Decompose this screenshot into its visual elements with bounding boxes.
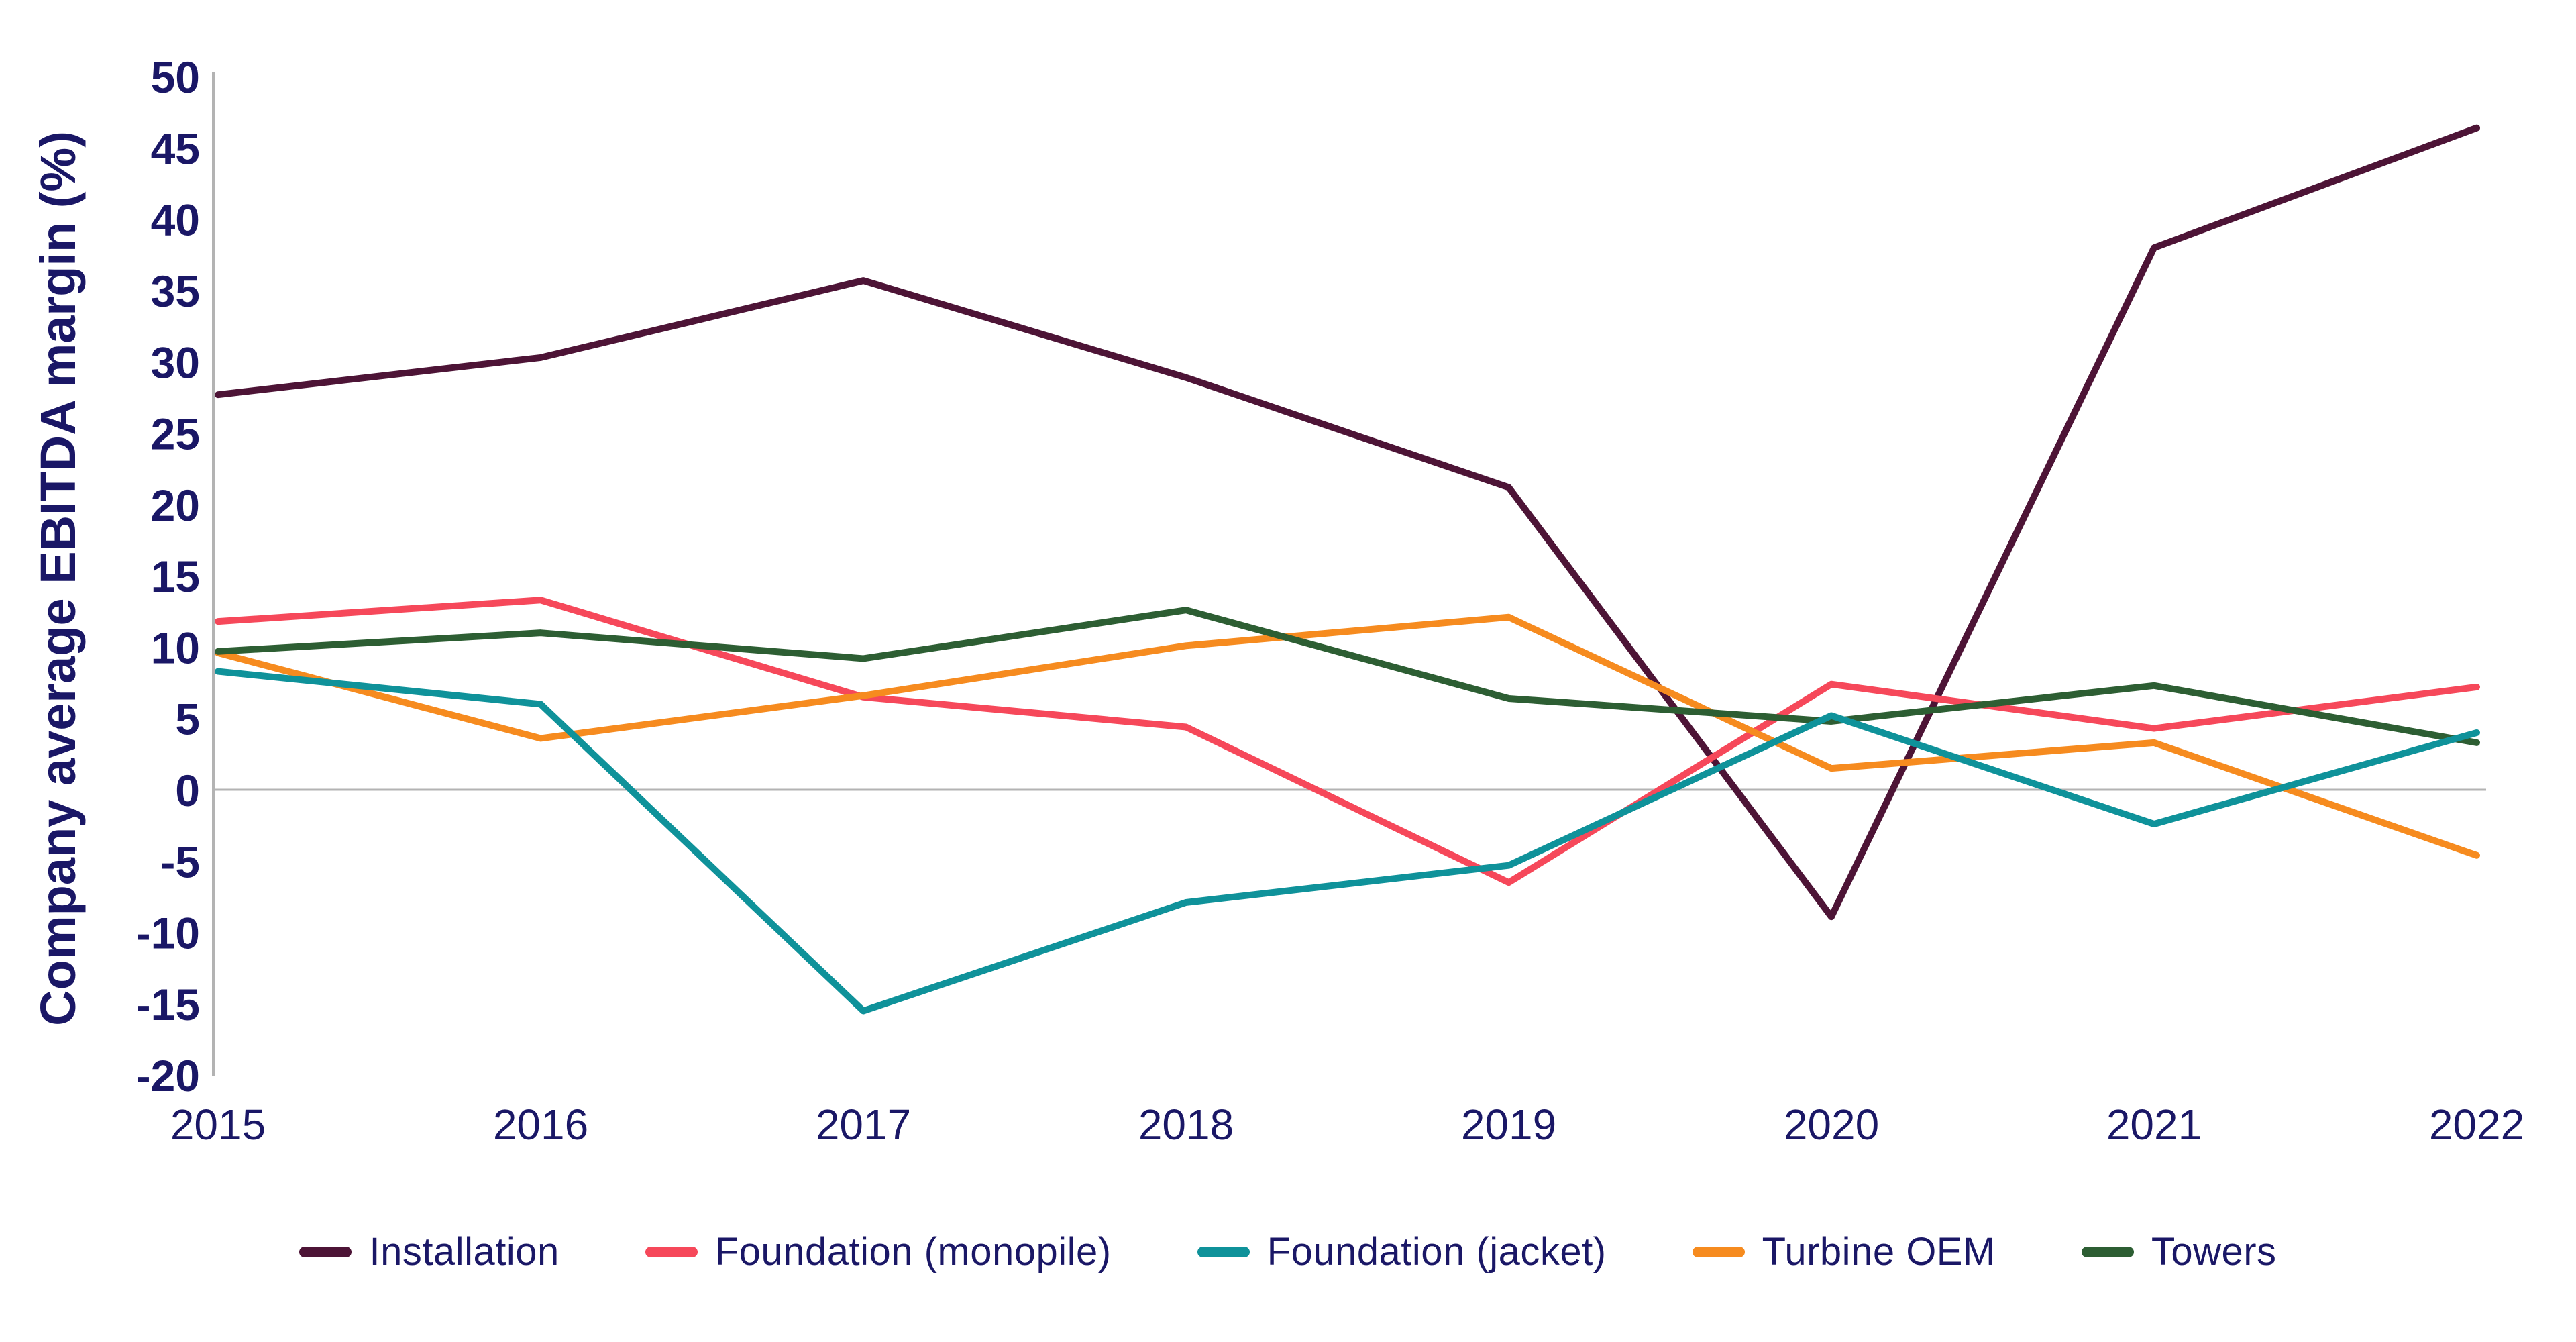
y-axis-title: Company average EBITDA margin (%) [30,131,86,1026]
legend-label: Installation [369,1230,559,1274]
y-tick-label: 50 [151,52,200,102]
legend-item-turbine-oem: Turbine OEM [1692,1229,1996,1274]
y-tick-label: 30 [151,338,200,387]
x-tick-label: 2016 [493,1100,588,1149]
x-tick-label: 2018 [1138,1100,1234,1149]
legend-item-foundation-monopile: Foundation (monopile) [645,1229,1112,1274]
y-tick-label: -5 [160,837,200,886]
legend-label: Foundation (monopile) [714,1230,1112,1274]
legend-swatch-icon [1197,1246,1250,1257]
y-tick-label: -20 [136,1051,200,1100]
x-tick-label: 2021 [2106,1100,2202,1149]
y-tick-label: 15 [151,552,200,601]
legend-label: Turbine OEM [1762,1230,1996,1274]
x-tick-label: 2022 [2429,1100,2524,1149]
y-tick-label: 40 [151,195,200,245]
series-line-foundation-jacket [215,668,2480,1015]
y-tick-label: 35 [151,266,200,316]
y-tick-label: 10 [151,623,200,672]
legend-swatch-icon [299,1246,352,1257]
legend-item-installation: Installation [299,1229,559,1274]
legend-swatch-icon [2081,1246,2134,1257]
series-line-foundation-monopile [215,597,2480,886]
series-line-turbine-oem [215,613,2480,859]
y-tick-label: -15 [136,980,200,1029]
legend-item-towers: Towers [2081,1229,2277,1274]
y-tick-label: -10 [136,909,200,958]
x-tick-label: 2020 [1784,1100,1879,1149]
x-tick-label: 2019 [1461,1100,1556,1149]
legend-item-foundation-jacket: Foundation (jacket) [1197,1229,1607,1274]
series-lines [215,124,2480,1015]
y-tick-label: 0 [175,766,200,815]
y-tick-label: 25 [151,409,200,459]
chart-legend: Installation Foundation (monopile) Foundat… [0,1229,2576,1274]
x-tick-label: 2015 [170,1100,266,1149]
series-line-towers [215,607,2480,746]
series-line-installation [215,124,2480,921]
x-tick-label: 2017 [816,1100,911,1149]
y-tick-label: 45 [151,123,200,173]
legend-swatch-icon [1692,1246,1745,1257]
y-tick-label: 20 [151,480,200,530]
x-tick-labels: 2015 2016 2017 2018 2019 2020 2021 2022 [170,1100,2524,1149]
legend-label: Towers [2151,1230,2277,1274]
legend-swatch-icon [645,1246,698,1257]
y-tick-label: 5 [175,694,200,744]
legend-label: Foundation (jacket) [1267,1230,1607,1274]
